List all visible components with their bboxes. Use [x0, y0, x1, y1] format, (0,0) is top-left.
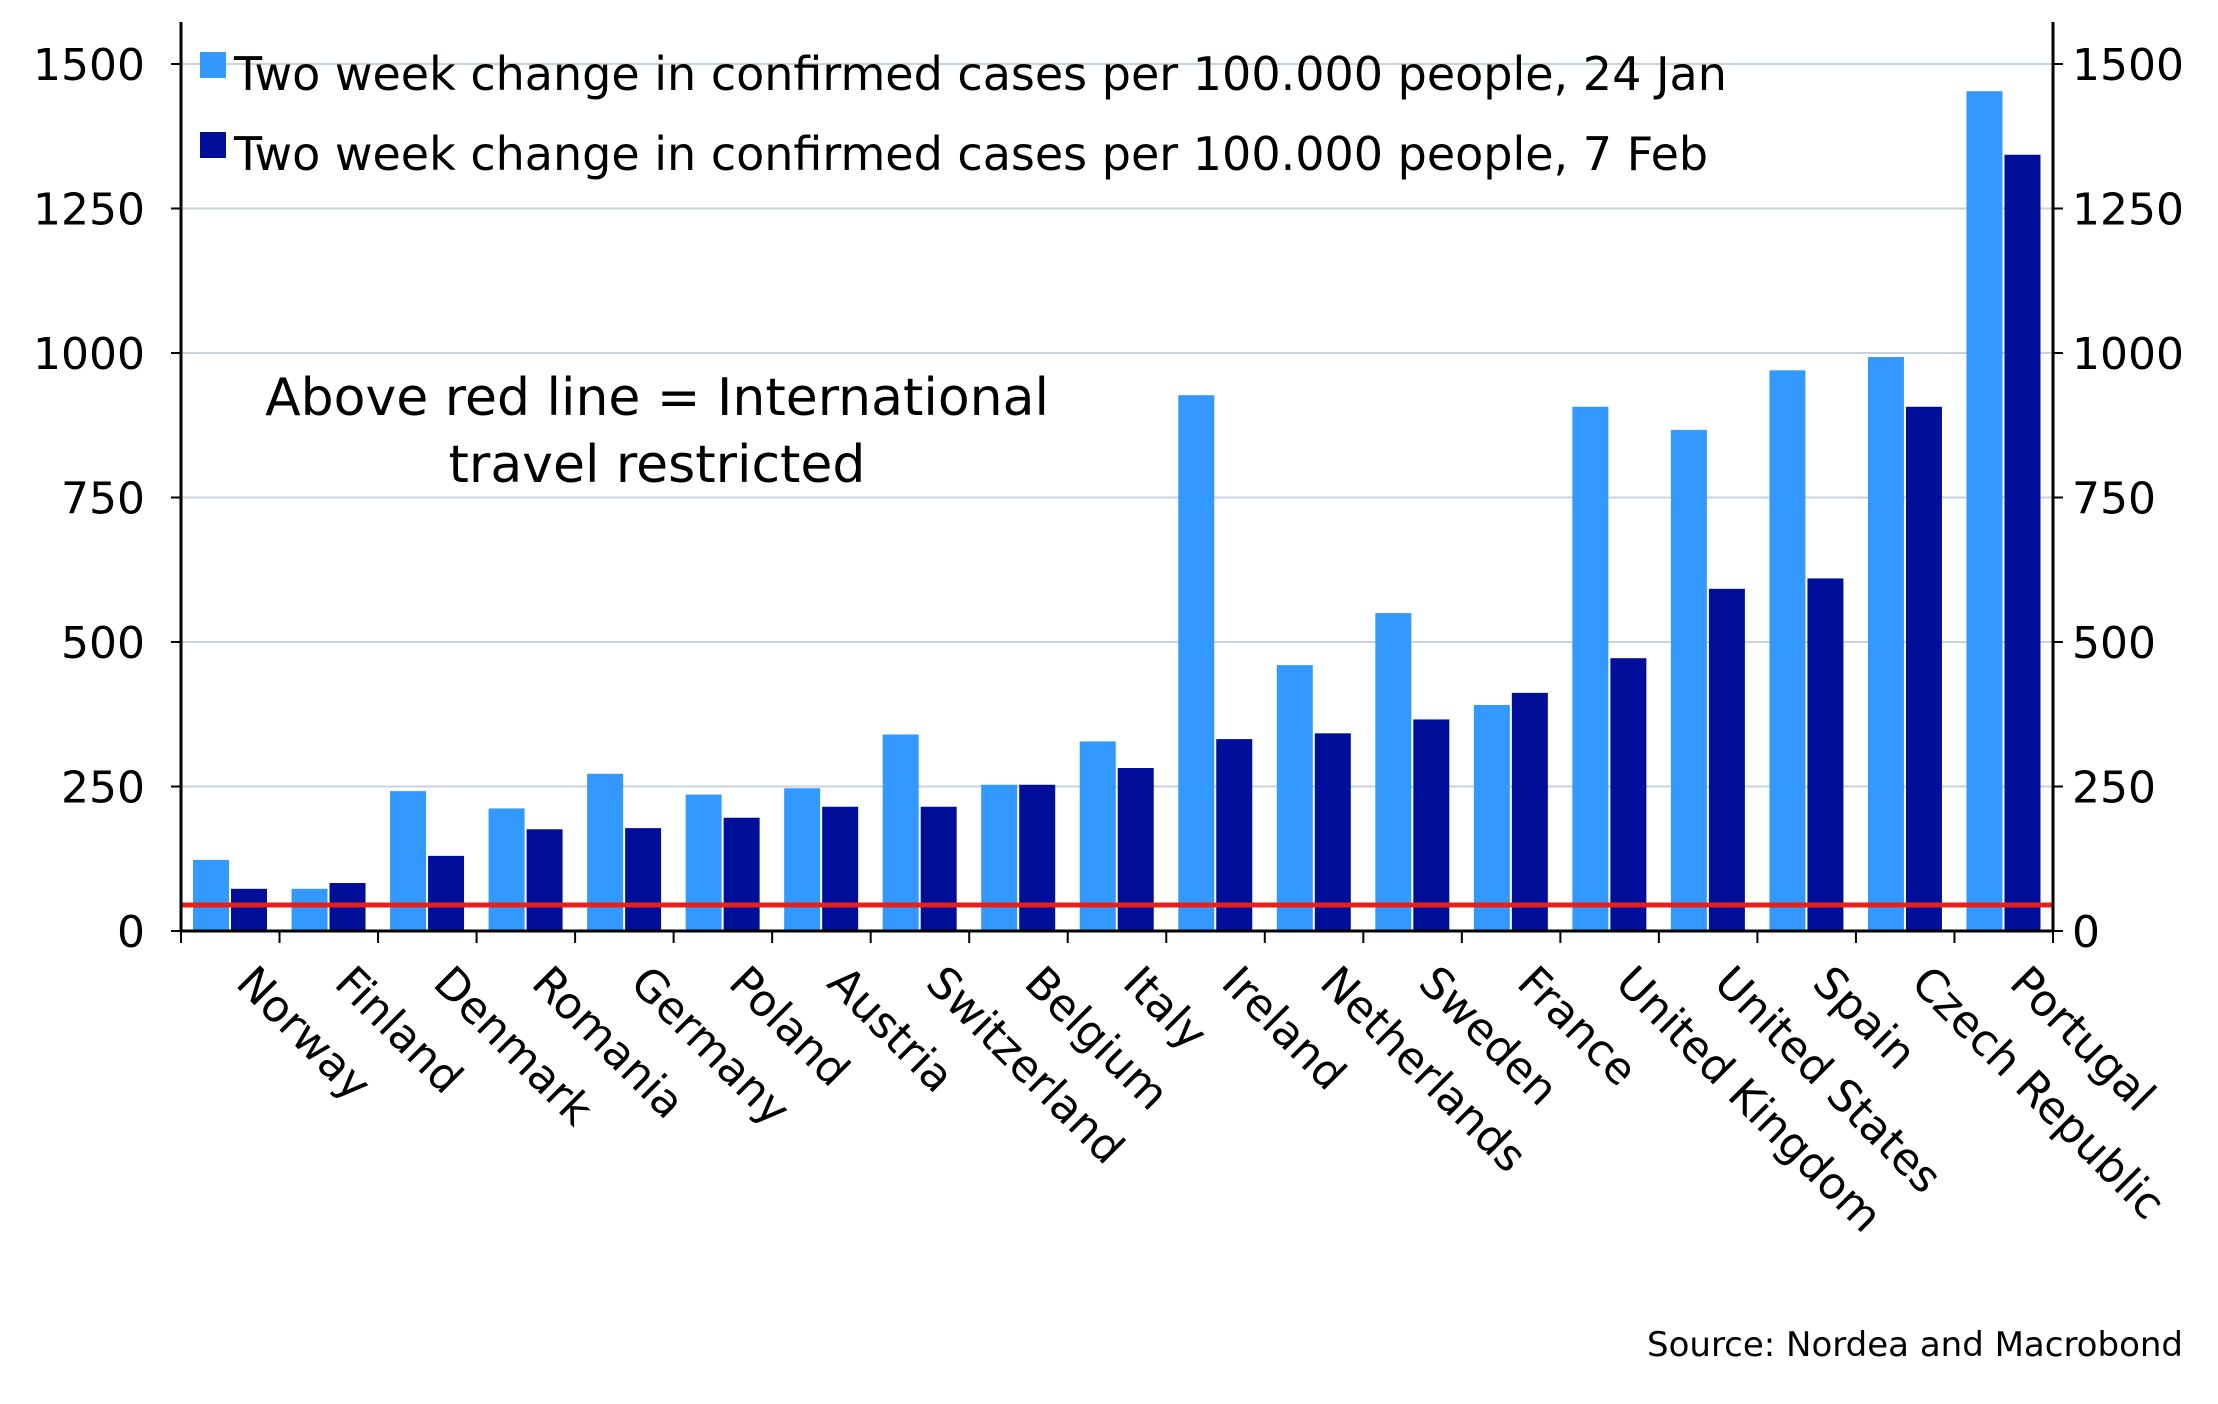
y-tick-label-right: 750 [2072, 474, 2156, 525]
y-tick-label-left: 1250 [33, 185, 145, 236]
bar-jan24 [1276, 665, 1313, 931]
y-tick-label-right: 500 [2072, 618, 2156, 669]
bar-jan24 [193, 859, 229, 931]
bar-jan24 [784, 788, 821, 931]
bar-jan24 [488, 808, 525, 931]
legend-swatch [200, 132, 226, 158]
bar-jan24 [1769, 370, 1806, 932]
legend-label: Two week change in confirmed cases per 1… [233, 47, 1727, 101]
bar-jan24 [882, 734, 919, 931]
category-labels: NorwayFinlandDenmarkRomaniaGermanyPoland… [226, 957, 2174, 1243]
bar-jan24 [1079, 741, 1116, 931]
y-tick-label-left: 1500 [33, 40, 145, 91]
bar-jan24 [981, 784, 1018, 931]
bar-feb7 [2004, 154, 2041, 932]
bar-feb7 [231, 888, 267, 931]
source-note: Source: Nordea and Macrobond [1647, 1325, 2183, 1365]
bar-feb7 [1905, 406, 1942, 931]
bar-feb7 [1610, 658, 1647, 931]
bar-feb7 [1708, 588, 1745, 931]
y-tick-label-right: 1250 [2072, 185, 2184, 236]
bar-feb7 [1019, 784, 1056, 931]
y-tick-label-right: 1500 [2072, 40, 2184, 91]
axes [171, 22, 2063, 943]
bar-jan24 [390, 791, 427, 931]
bar-feb7 [428, 855, 465, 931]
bar-jan24 [1670, 429, 1707, 931]
bar-feb7 [920, 806, 957, 931]
bar-feb7 [1807, 578, 1844, 931]
legend-label: Two week change in confirmed cases per 1… [233, 127, 1708, 181]
tick-labels: 0 0 250 250 500 500 750 750 1000 1000 1250 1250 1500… [33, 40, 2184, 958]
bar-jan24 [1473, 705, 1510, 931]
legend-swatch [200, 52, 226, 78]
bar-feb7 [822, 806, 859, 931]
bar-jan24 [1867, 357, 1904, 931]
y-tick-label-left: 750 [61, 474, 145, 525]
y-tick-label-left: 1000 [33, 329, 145, 380]
bar-jan24 [1375, 613, 1412, 931]
y-tick-label-right: 0 [2072, 907, 2100, 958]
bar-jan24 [1572, 406, 1609, 931]
annotation: Above red line = International travel re… [265, 368, 1049, 495]
y-tick-label-left: 500 [61, 618, 145, 669]
bar-jan24 [291, 888, 328, 931]
bar-jan24 [685, 794, 722, 931]
bar-feb7 [723, 817, 760, 931]
annotation-line-2: travel restricted [449, 435, 866, 495]
legend: Two week change in confirmed cases per 1… [200, 47, 1727, 181]
bars [193, 91, 2041, 932]
bar-feb7 [1413, 719, 1450, 931]
y-tick-label-left: 250 [61, 763, 145, 814]
bar-feb7 [1216, 739, 1253, 931]
bar-feb7 [1511, 692, 1548, 931]
bar-jan24 [1966, 91, 2003, 931]
bar-jan24 [1178, 395, 1215, 932]
y-tick-label-right: 1000 [2072, 329, 2184, 380]
annotation-line-1: Above red line = International [265, 368, 1049, 428]
bar-feb7 [526, 829, 563, 931]
bar-feb7 [625, 828, 662, 931]
y-tick-label-right: 250 [2072, 763, 2156, 814]
bar-feb7 [1314, 733, 1351, 931]
y-tick-label-left: 0 [117, 907, 145, 958]
